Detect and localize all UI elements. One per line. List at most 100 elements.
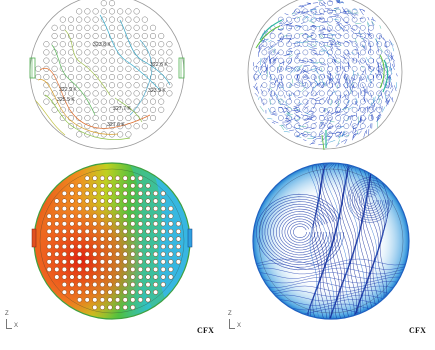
tube-hole [77,252,82,257]
tube-hole [93,275,98,280]
tube-hole [55,252,60,257]
tube-hole [108,290,113,295]
tube-hole [100,260,105,265]
tube-hole [93,267,98,272]
tube-hole [85,237,90,242]
tube-hole [138,191,143,196]
tube-hole [70,267,75,272]
tube-hole [55,237,60,242]
tube-hole [131,298,136,303]
tube-hole [108,184,113,189]
velocity-vector-panel [248,0,402,150]
tube-hole [123,252,128,257]
tube-hole [70,252,75,257]
tube-hole [115,222,120,227]
tube-hole [62,191,67,196]
tube-hole [115,184,120,189]
tube-hole [123,176,128,181]
inlet-marker [32,229,36,247]
tube-hole [131,237,136,242]
tube-hole [146,222,151,227]
tube-hole [70,290,75,295]
tube-hole [115,199,120,204]
tube-hole [169,260,174,265]
tube-hole [131,222,136,227]
tube-hole [123,184,128,189]
tube-hole [55,267,60,272]
tube-hole [77,184,82,189]
tube-hole [169,244,174,249]
tube-hole [62,237,67,242]
tube-hole [108,305,113,310]
tube-hole [131,290,136,295]
tube-hole [161,267,166,272]
tube-hole [100,229,105,234]
tube-hole [108,199,113,204]
tube-hole [146,267,151,272]
tube-hole [131,305,136,310]
tube-hole [131,206,136,211]
tube-hole [62,267,67,272]
tube-hole [138,244,143,249]
tube-hole [62,222,67,227]
tube-hole [138,275,143,280]
tube-hole [115,176,120,181]
tube-hole [93,244,98,249]
tube-hole [62,199,67,204]
tube-hole [115,275,120,280]
tube-hole [55,275,60,280]
tube-hole [93,260,98,265]
tube-hole [93,290,98,295]
tube-hole [138,237,143,242]
tube-hole [70,275,75,280]
tube-hole [100,275,105,280]
tube-hole [93,229,98,234]
tube-hole [161,214,166,219]
tube-hole [85,260,90,265]
tube-hole [93,298,98,303]
tube-hole [176,229,181,234]
tube-hole [153,290,158,295]
tube-hole [146,275,151,280]
tube-hole [169,275,174,280]
tube-hole [93,214,98,219]
tube-hole [146,260,151,265]
tube-hole [100,244,105,249]
tube-hole [70,206,75,211]
tube-hole [123,282,128,287]
tube-hole [85,184,90,189]
tube-hole [161,206,166,211]
tube-hole [70,184,75,189]
tube-hole [161,260,166,265]
tube-hole [123,237,128,242]
tube-hole [55,206,60,211]
tube-hole [153,252,158,257]
tube-hole [108,260,113,265]
tube-hole [146,282,151,287]
tube-hole [131,275,136,280]
tube-hole [47,267,52,272]
tube-hole [70,229,75,234]
tube-hole [161,229,166,234]
tube-hole [153,237,158,242]
tube-hole [169,229,174,234]
tube-hole [100,305,105,310]
tube-hole [47,244,52,249]
tube-hole [77,260,82,265]
tube-hole [108,229,113,234]
tube-hole [77,199,82,204]
tube-hole [131,176,136,181]
tube-hole [85,298,90,303]
tube-hole [100,184,105,189]
tube-hole [77,282,82,287]
tube-hole [123,305,128,310]
contour-label: 323.8 K [93,42,111,48]
tube-hole [85,244,90,249]
tube-hole [131,260,136,265]
temperature-fill-panel [32,160,200,320]
tube-hole [100,237,105,242]
tube-hole [153,275,158,280]
tube-hole [146,290,151,295]
tube-hole [100,214,105,219]
outlet-marker [188,229,192,247]
